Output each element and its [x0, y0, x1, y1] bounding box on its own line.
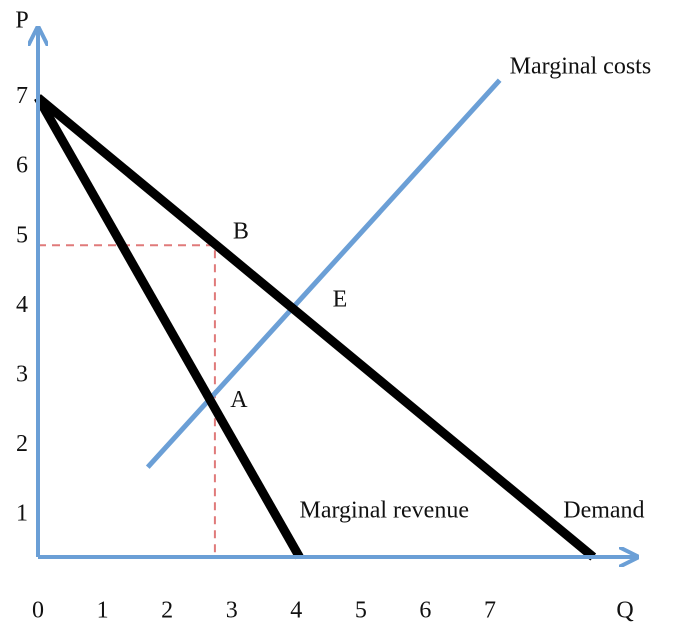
y-tick-label: 1: [16, 501, 28, 527]
y-tick-label: 7: [16, 83, 28, 109]
y-tick-label: 3: [16, 362, 28, 388]
y-tick-label: 4: [16, 292, 28, 318]
series-label: Demand: [563, 498, 644, 524]
x-tick-label: 0: [32, 598, 44, 624]
series-line: [34, 95, 304, 560]
x-tick-label: 1: [97, 598, 109, 624]
series-line: [35, 94, 597, 561]
point-label: E: [333, 287, 348, 313]
y-tick-label: 6: [16, 153, 28, 179]
x-tick-label: 5: [355, 598, 367, 624]
x-tick-label: 6: [419, 598, 431, 624]
x-tick-label: 2: [161, 598, 173, 624]
x-axis-label: Q: [616, 598, 633, 624]
point-label: A: [230, 387, 248, 413]
x-tick-label: 3: [226, 598, 238, 624]
series-label: Marginal revenue: [299, 498, 469, 524]
guide-line: [38, 244, 216, 557]
series-line: [145, 78, 502, 469]
y-axis-label: P: [15, 8, 28, 34]
y-tick-label: 5: [16, 222, 28, 248]
y-tick-label: 2: [16, 431, 28, 457]
x-tick-label: 7: [484, 598, 496, 624]
plot-area: Marginal costs Demand Marginal revenue P Q 0 1…: [15, 8, 651, 624]
series-label: Marginal costs: [510, 54, 652, 80]
point-label: B: [233, 219, 249, 245]
x-tick-label: 4: [290, 598, 302, 624]
